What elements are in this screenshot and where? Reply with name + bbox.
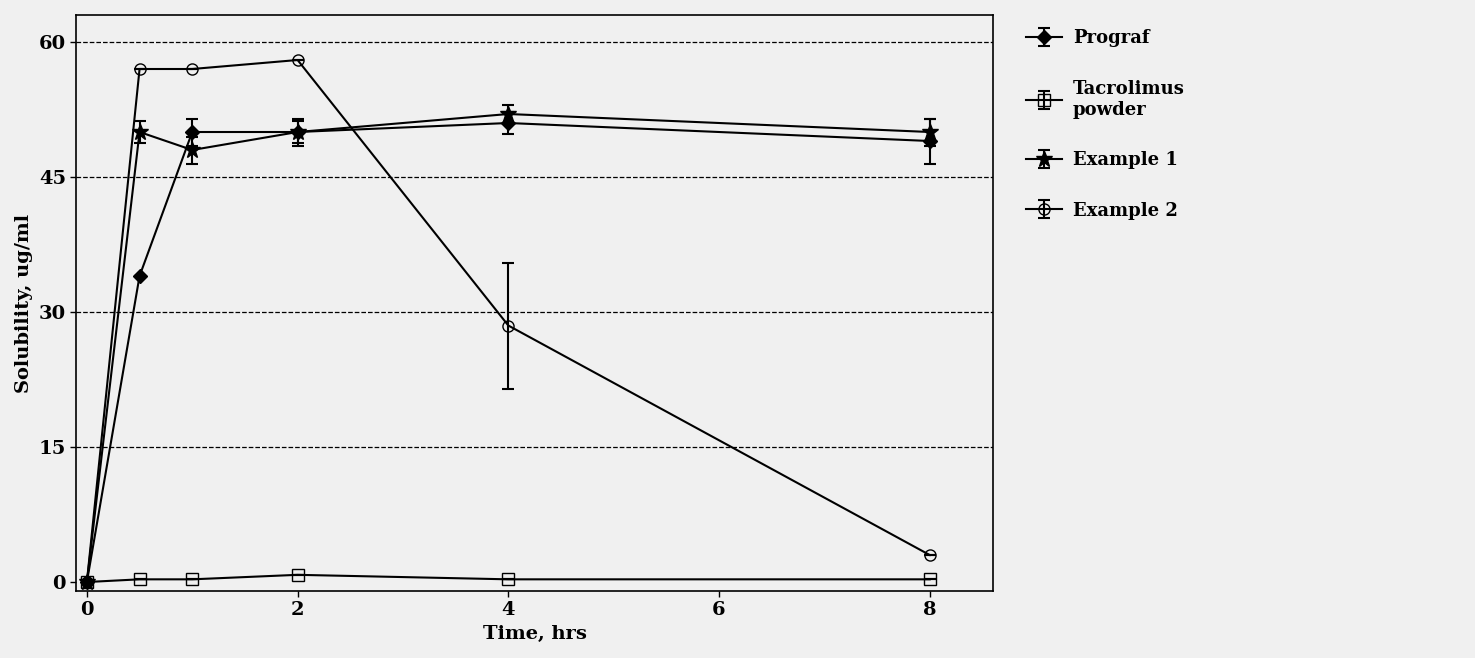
Legend: Prograf, Tacrolimus
powder, Example 1, Example 2: Prograf, Tacrolimus powder, Example 1, E… (1021, 24, 1190, 225)
Y-axis label: Solubility, ug/ml: Solubility, ug/ml (15, 213, 32, 393)
X-axis label: Time, hrs: Time, hrs (482, 625, 587, 643)
